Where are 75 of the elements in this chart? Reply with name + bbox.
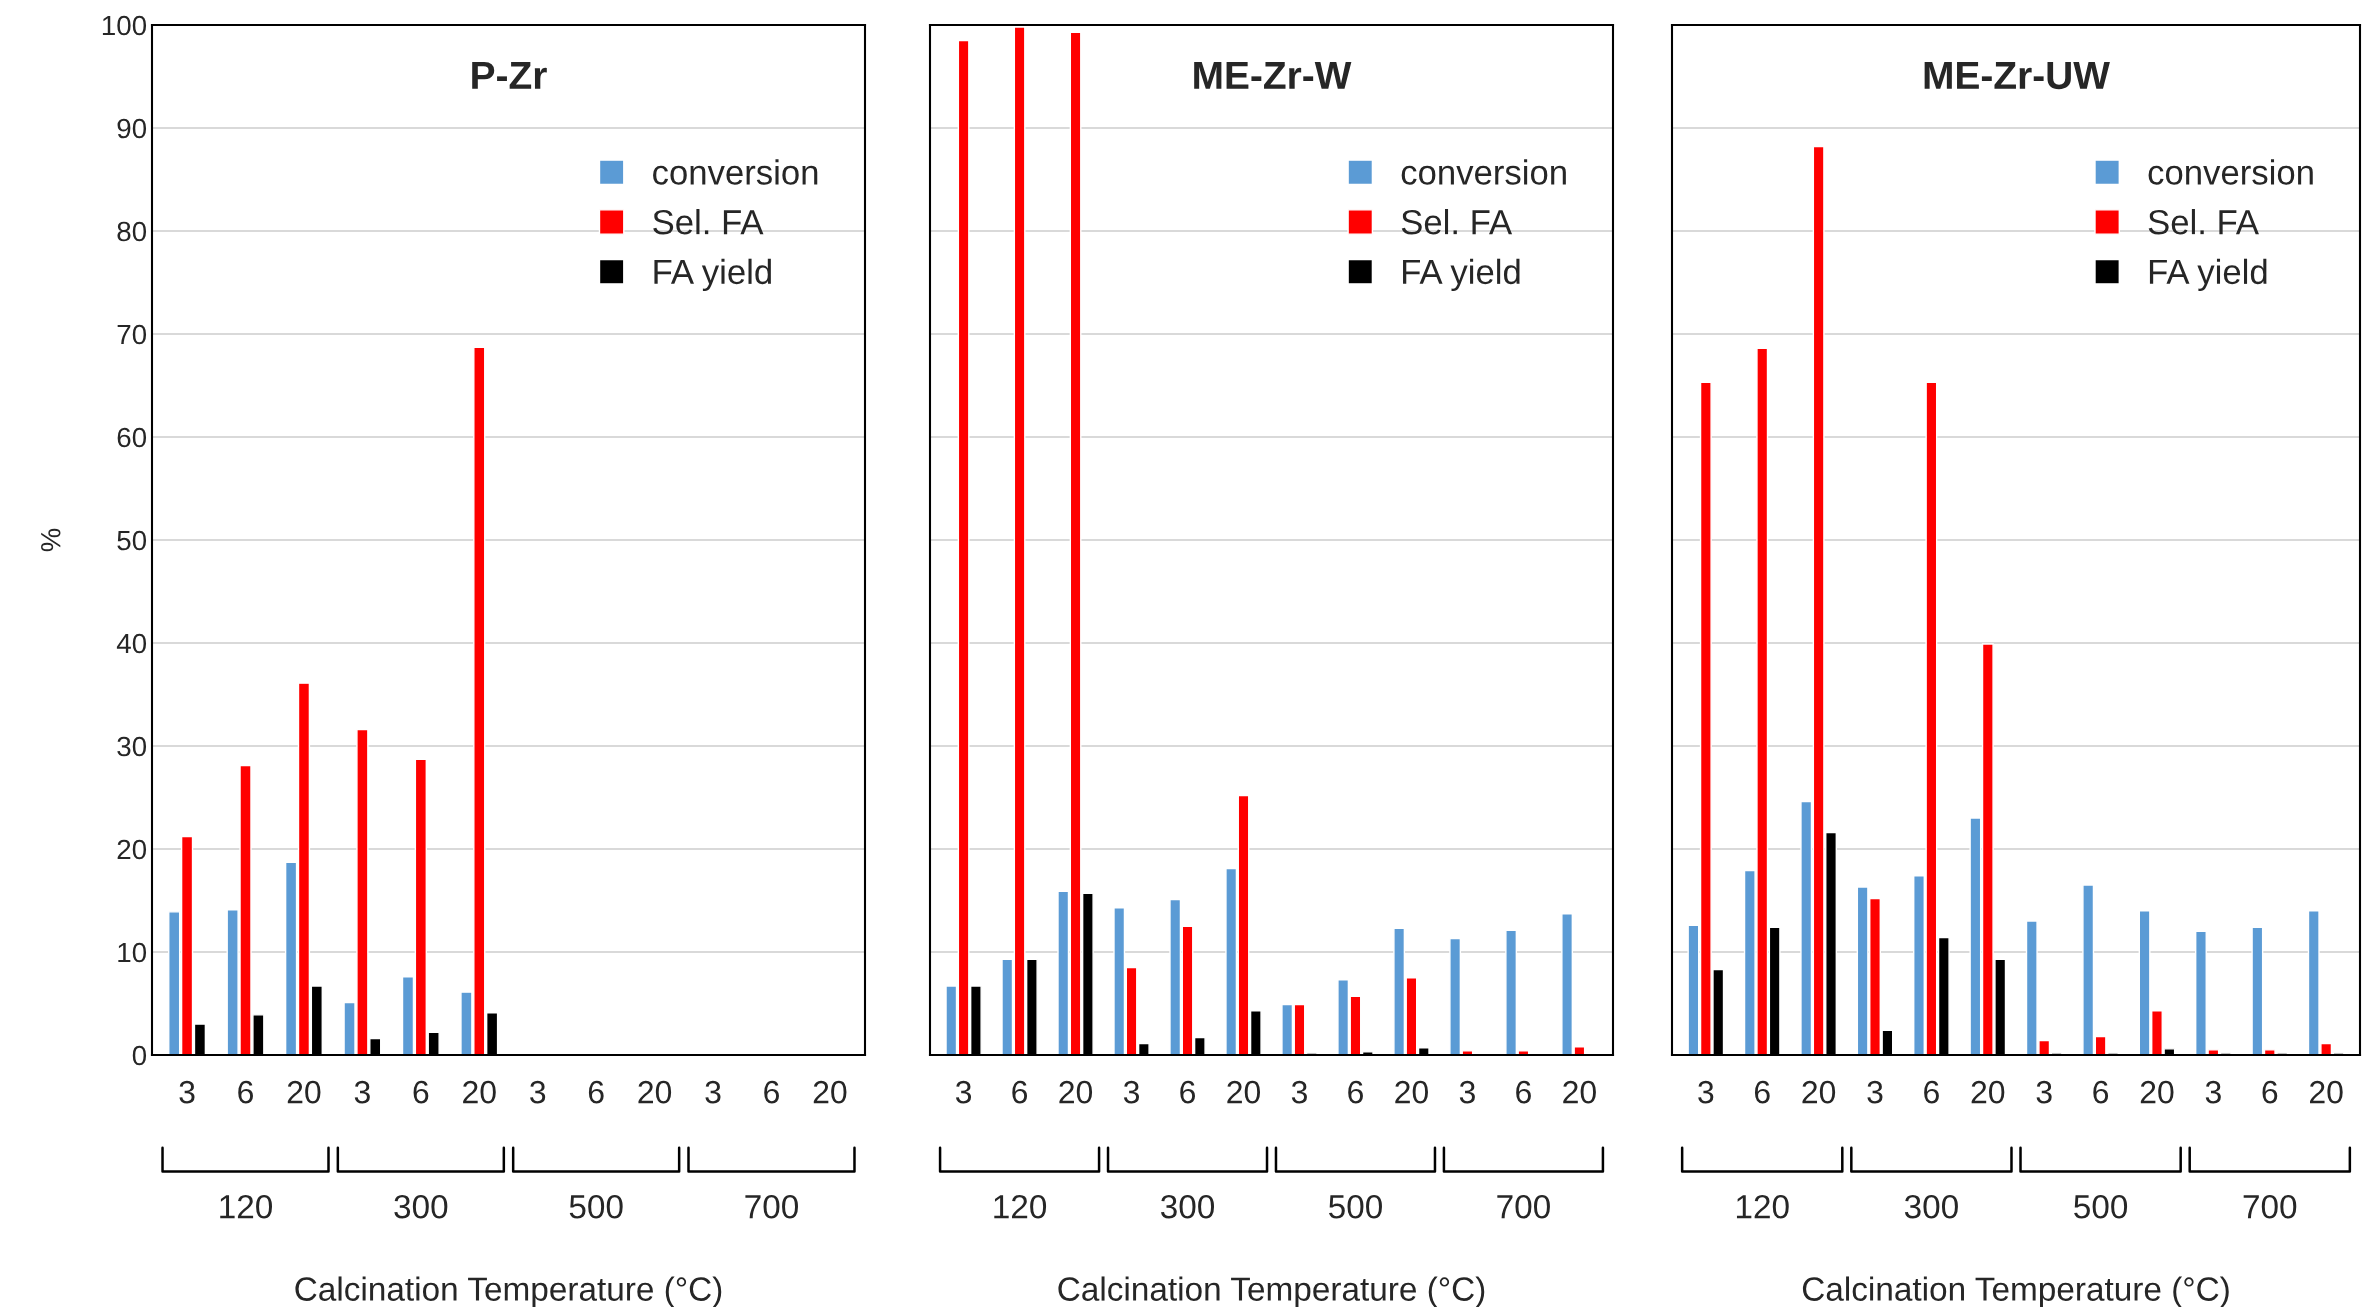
text: 120 — [1736, 1194, 1789, 1219]
x-tick-label: 20 — [2310, 1080, 2343, 1104]
y-tick-label: 0 — [132, 1045, 147, 1066]
text: ME-Zr-W — [1194, 62, 1352, 89]
y-tick-label: 50 — [117, 530, 147, 551]
x-tick-label: 6 — [1012, 1080, 1028, 1104]
x-tick-label: 20 — [1395, 1080, 1428, 1104]
legend-label: Sel. FA — [1401, 208, 1513, 235]
text: 500 — [2074, 1194, 2128, 1219]
text: 700 — [2243, 1194, 2297, 1219]
y-axis-title: % — [41, 528, 61, 552]
text: 500 — [1329, 1194, 1382, 1219]
legend-label: conversion — [653, 159, 818, 185]
text: 500 — [569, 1194, 623, 1219]
y-tick-label: 70 — [117, 324, 147, 345]
x-axis-title: Calcination Temperature (°C) — [1058, 1276, 1485, 1307]
x-tick-label: 6 — [1516, 1080, 1531, 1104]
x-tick-label: 3 — [530, 1080, 546, 1104]
x-tick-label: 6 — [238, 1080, 253, 1104]
x-tick-label: 20 — [2140, 1080, 2174, 1104]
legend-label: Sel. FA — [653, 208, 764, 235]
x-tick-label: 20 — [638, 1080, 672, 1104]
legend-label: conversion — [1401, 159, 1566, 185]
x-tick-label: 3 — [1867, 1080, 1883, 1104]
y-tick-label: 60 — [117, 427, 147, 448]
x-tick-label: 20 — [1227, 1080, 1261, 1104]
text: 700 — [745, 1194, 798, 1219]
x-tick-label: 6 — [1348, 1080, 1363, 1104]
x-axis-title: Calcination Temperature (°C) — [295, 1276, 722, 1307]
x-tick-label: 20 — [1059, 1080, 1093, 1104]
text: 120 — [994, 1194, 1047, 1219]
x-tick-label: 20 — [813, 1080, 847, 1104]
x-tick-label: 6 — [2093, 1080, 2109, 1104]
x-tick-label: 3 — [1291, 1080, 1307, 1104]
x-tick-label: 20 — [1971, 1080, 2005, 1104]
text: 300 — [394, 1194, 448, 1219]
x-tick-label: 3 — [2205, 1080, 2221, 1104]
x-tick-label: 6 — [1924, 1080, 1939, 1104]
text: 700 — [1497, 1194, 1550, 1219]
x-axis-title: Calcination Temperature (°C) — [1802, 1276, 2229, 1307]
text: 120 — [220, 1194, 273, 1219]
x-tick-label: 3 — [955, 1080, 972, 1104]
text: P-Zr — [472, 62, 547, 89]
x-tick-label: 20 — [1802, 1080, 1836, 1104]
x-tick-label: 3 — [2036, 1080, 2052, 1104]
legend-label: conversion — [2148, 159, 2313, 185]
x-tick-label: 20 — [463, 1080, 496, 1104]
x-tick-label: 3 — [1698, 1080, 1714, 1104]
x-tick-label: 6 — [1180, 1080, 1195, 1104]
y-tick-label: 100 — [102, 15, 147, 36]
y-tick-label: 10 — [118, 942, 147, 963]
y-tick-label: 80 — [117, 221, 147, 242]
x-tick-label: 3 — [1459, 1080, 1475, 1104]
x-tick-label: 3 — [179, 1080, 195, 1104]
x-tick-label: 6 — [2262, 1080, 2278, 1104]
x-tick-label: 20 — [287, 1080, 321, 1104]
x-tick-label: 6 — [764, 1080, 779, 1104]
x-tick-label: 3 — [1123, 1080, 1140, 1104]
y-tick-label: 90 — [117, 118, 147, 139]
x-tick-label: 6 — [413, 1080, 429, 1104]
text: 300 — [1160, 1194, 1215, 1219]
y-tick-label: 20 — [117, 839, 147, 860]
x-tick-label: 6 — [588, 1080, 604, 1104]
x-tick-label: 3 — [354, 1080, 370, 1104]
legend-label: FA yield — [654, 258, 771, 292]
y-tick-label: 40 — [116, 633, 147, 654]
legend-label: Sel. FA — [2148, 208, 2259, 235]
x-tick-label: 3 — [705, 1080, 721, 1104]
legend-label: FA yield — [2149, 258, 2267, 292]
text: ME-Zr-UW — [1924, 62, 2110, 90]
x-tick-label: 6 — [1754, 1080, 1770, 1104]
y-tick-label: 30 — [117, 736, 147, 757]
legend-label: FA yield — [1403, 258, 1520, 292]
text: 300 — [1904, 1194, 1958, 1219]
x-tick-label: 20 — [1563, 1080, 1596, 1104]
